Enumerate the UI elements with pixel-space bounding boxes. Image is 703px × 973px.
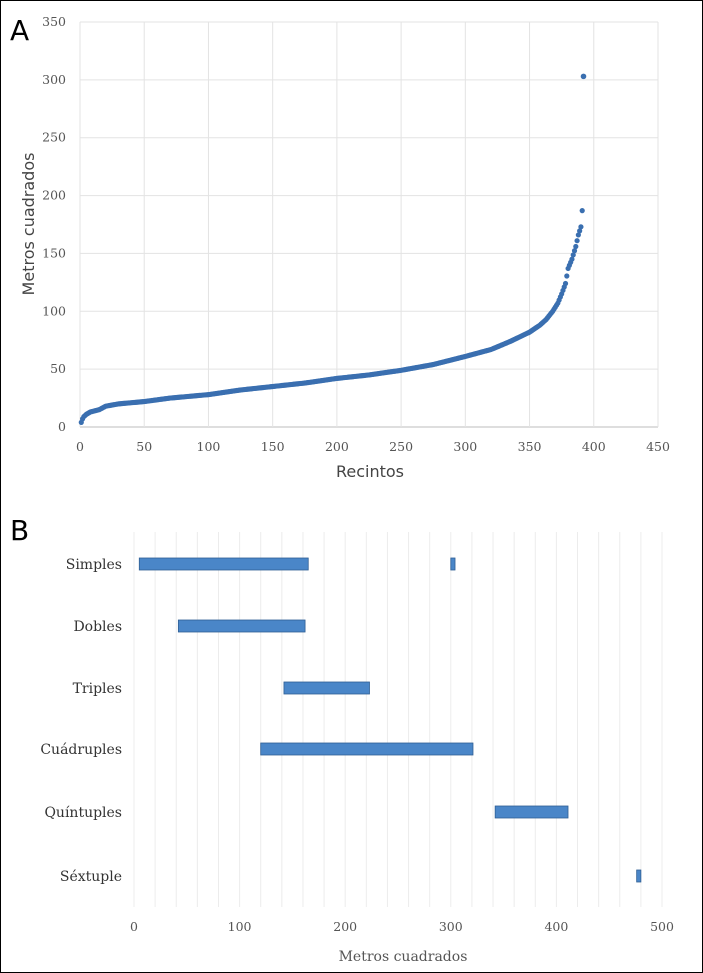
chart-b-x-ticks: 0 100 200 300 400 500 xyxy=(130,919,674,934)
y-tick-label: 150 xyxy=(42,245,66,260)
chart-b-gridlines xyxy=(133,532,663,907)
chart-a-y-ticks: 0 50 100 150 200 250 300 350 xyxy=(42,14,66,434)
x-tick-label: 100 xyxy=(197,439,221,454)
y-tick-label: 100 xyxy=(42,303,66,318)
x-tick-label: 300 xyxy=(439,919,463,934)
data-point xyxy=(573,243,579,250)
data-point-outlier xyxy=(580,73,587,80)
category-label: Dobles xyxy=(73,619,122,635)
y-tick-label: 300 xyxy=(42,72,66,87)
chart-a-x-axis-label: Recintos xyxy=(336,462,404,481)
chart-a-x-ticks: 0 50 100 150 200 250 300 350 400 450 xyxy=(76,439,670,454)
chart-b-x-axis-label: Metros cuadrados xyxy=(339,949,468,965)
data-point xyxy=(564,273,570,279)
panel-letter-a: A xyxy=(10,14,29,47)
data-point xyxy=(577,228,583,234)
chart-b-category-labels: Simples Dobles Triples Cuádruples Quíntuples… xyxy=(40,557,122,885)
x-tick-label: 150 xyxy=(261,439,285,454)
category-label: Triples xyxy=(73,681,122,697)
range-bar xyxy=(260,742,474,756)
y-tick-label: 250 xyxy=(42,130,66,145)
category-label: Simples xyxy=(66,557,122,573)
y-tick-label: 350 xyxy=(42,14,66,29)
data-point xyxy=(575,232,581,238)
category-label: Quíntuples xyxy=(44,805,122,821)
chart-a-gridlines xyxy=(79,21,659,428)
x-tick-label: 250 xyxy=(389,439,413,454)
range-bar xyxy=(450,557,456,571)
x-tick-label: 200 xyxy=(325,439,349,454)
y-tick-label: 0 xyxy=(58,419,66,434)
x-tick-label: 400 xyxy=(544,919,568,934)
x-tick-label: 350 xyxy=(518,439,542,454)
data-point xyxy=(579,208,585,214)
x-tick-label: 0 xyxy=(130,919,138,934)
category-label: Séxtuple xyxy=(60,869,122,885)
range-bar xyxy=(636,869,642,883)
x-tick-label: 50 xyxy=(136,439,152,454)
data-point xyxy=(578,224,584,230)
chart-a-y-axis-label: Metros cuadrados xyxy=(19,153,38,296)
y-tick-label: 200 xyxy=(42,188,66,203)
x-tick-label: 300 xyxy=(453,439,477,454)
y-tick-label: 50 xyxy=(50,361,66,376)
data-point xyxy=(571,248,578,254)
chart-a-points xyxy=(78,73,587,425)
chart-b-bars xyxy=(138,557,642,883)
range-bar xyxy=(177,619,306,633)
x-tick-label: 0 xyxy=(76,439,84,454)
panel-letter-b: B xyxy=(10,514,29,547)
x-tick-label: 200 xyxy=(333,919,357,934)
data-point xyxy=(569,256,575,262)
data-point xyxy=(574,238,580,244)
x-tick-label: 100 xyxy=(228,919,252,934)
x-tick-label: 500 xyxy=(650,919,674,934)
x-tick-label: 450 xyxy=(646,439,670,454)
range-bar xyxy=(138,557,309,571)
x-tick-label: 400 xyxy=(582,439,606,454)
range-bar xyxy=(283,681,370,695)
data-point xyxy=(562,280,569,287)
category-label: Cuádruples xyxy=(40,742,122,758)
data-point xyxy=(570,252,576,258)
range-bar xyxy=(494,805,569,819)
